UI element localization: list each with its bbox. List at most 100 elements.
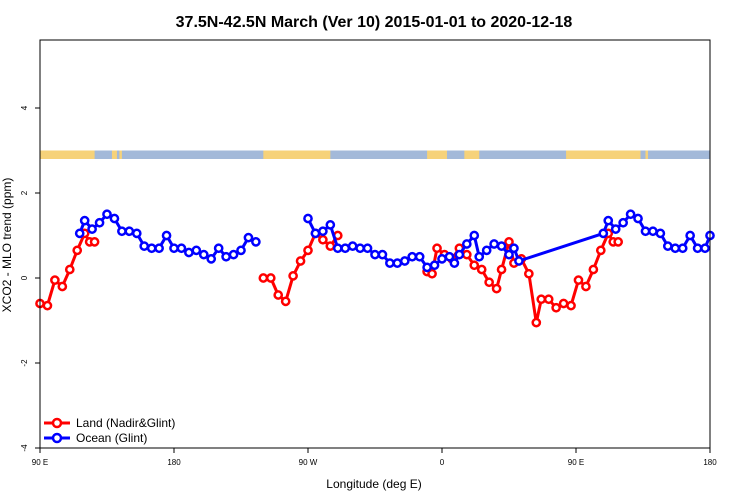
- data-point: [610, 224, 621, 234]
- data-point: [362, 243, 373, 254]
- y-tick-label: 2: [20, 190, 29, 195]
- data-point: [422, 262, 432, 273]
- land-strip-segment: [111, 150, 117, 159]
- data-point: [184, 247, 194, 258]
- x-tick-label: 90 W: [299, 458, 318, 467]
- data-point: [243, 232, 254, 243]
- data-point: [79, 215, 90, 226]
- y-tick-label: -4: [20, 444, 29, 452]
- x-tick-label: 90 E: [568, 458, 584, 467]
- data-point: [432, 243, 442, 254]
- data-point: [633, 213, 643, 224]
- data-point: [139, 241, 150, 251]
- data-point: [169, 243, 179, 254]
- data-point: [213, 243, 224, 254]
- data-point: [87, 224, 97, 234]
- legend-marker: [51, 432, 63, 444]
- chart-title: 37.5N-42.5N March (Ver 10) 2015-01-01 to…: [176, 14, 573, 31]
- data-point: [198, 249, 209, 260]
- data-point: [414, 251, 425, 262]
- data-point: [598, 228, 609, 239]
- data-point: [131, 228, 142, 239]
- data-point: [655, 228, 666, 239]
- y-tick-label: 0: [20, 275, 29, 280]
- data-point: [89, 237, 100, 247]
- data-point: [102, 209, 112, 220]
- data-point: [332, 243, 343, 254]
- data-point: [154, 243, 164, 254]
- data-point: [491, 283, 502, 294]
- data-point: [481, 245, 492, 256]
- data-point: [437, 254, 447, 264]
- data-point: [370, 249, 380, 260]
- legend-label: Land (Nadir&Glint): [76, 416, 175, 430]
- data-point: [176, 243, 187, 254]
- data-point: [531, 317, 542, 328]
- data-point: [221, 251, 231, 262]
- data-point: [280, 296, 291, 307]
- data-point: [72, 245, 83, 256]
- land-strip-segment: [464, 150, 480, 159]
- data-point: [543, 294, 554, 305]
- data-point: [427, 268, 437, 279]
- land-strip-segment: [119, 150, 122, 159]
- data-point: [295, 256, 306, 266]
- data-point: [484, 277, 494, 288]
- data-point: [469, 260, 480, 271]
- land-strip-segment: [645, 150, 648, 159]
- data-point: [318, 226, 328, 237]
- data-point: [392, 258, 403, 268]
- data-point: [94, 217, 105, 228]
- data-point: [476, 264, 487, 275]
- data-point: [377, 249, 388, 260]
- data-point: [581, 281, 591, 292]
- legend-label: Ocean (Glint): [76, 431, 147, 445]
- land-strip-segment: [263, 150, 331, 159]
- data-point: [566, 300, 576, 311]
- data-point: [407, 251, 418, 262]
- data-point: [325, 241, 336, 251]
- data-point: [191, 245, 202, 256]
- data-point: [310, 228, 321, 239]
- data-point: [206, 254, 217, 264]
- data-point: [258, 273, 269, 283]
- data-point: [449, 258, 460, 268]
- data-point: [692, 243, 703, 254]
- data-point: [509, 243, 519, 254]
- data-point: [640, 226, 651, 237]
- data-point: [146, 243, 157, 254]
- data-point: [288, 271, 298, 281]
- y-tick-label: 4: [20, 105, 29, 110]
- x-tick-label: 0: [440, 458, 445, 467]
- legend: Land (Nadir&Glint)Ocean (Glint): [44, 416, 175, 445]
- data-point: [265, 273, 276, 283]
- data-point: [504, 249, 514, 260]
- data-point: [318, 234, 328, 245]
- data-point: [489, 239, 499, 249]
- data-point: [573, 275, 584, 285]
- land-strip-segment: [566, 150, 641, 159]
- land-strip-segment: [40, 150, 95, 159]
- data-point: [124, 226, 135, 237]
- data-point: [524, 268, 534, 279]
- data-point: [347, 241, 358, 251]
- data-point: [325, 220, 336, 230]
- data-point: [454, 249, 465, 260]
- data-point: [618, 217, 628, 228]
- data-point: [251, 237, 261, 247]
- data-point: [677, 243, 688, 254]
- data-point: [340, 243, 351, 254]
- data-point: [648, 226, 658, 237]
- y-axis-label: XCO2 - MLO trend (ppm): [0, 178, 14, 313]
- data-point: [355, 243, 365, 254]
- data-point: [603, 215, 614, 226]
- data-point: [64, 264, 75, 275]
- data-point: [57, 281, 68, 292]
- data-point: [74, 228, 85, 239]
- data-point: [429, 260, 440, 271]
- data-point: [399, 256, 410, 266]
- data-point: [109, 213, 120, 224]
- data-point: [670, 243, 681, 254]
- plot-area: 90 E 180 90 W 0 90 E 180 -4 -2 0 2 4: [20, 39, 717, 467]
